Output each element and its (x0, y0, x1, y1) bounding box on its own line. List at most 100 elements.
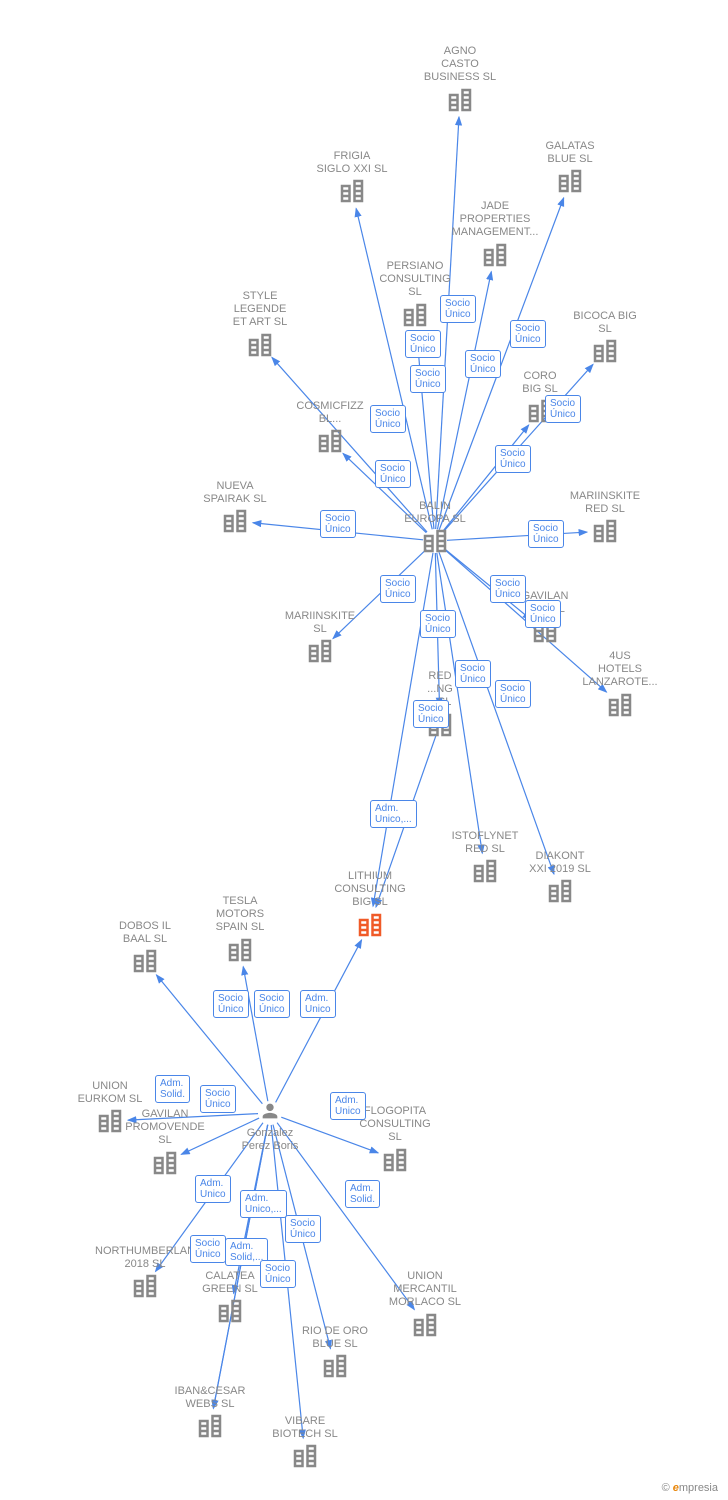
node-label: BICOCA BIG SL (555, 310, 655, 336)
edge-label: Socio Único (200, 1085, 236, 1113)
node-ibancesar[interactable]: IBAN&CESAR WEBS SL (160, 1385, 260, 1446)
edge-label: Adm. Solid. (155, 1075, 190, 1103)
node-label: MARIINSKITE SL (270, 610, 370, 636)
edge-label: Socio Único (495, 445, 531, 473)
node-riodeoro[interactable]: RIO DE ORO BLUE SL (285, 1325, 385, 1386)
edge-label: Socio Único (285, 1215, 321, 1243)
building-icon (337, 176, 367, 206)
edge-label: Socio Único (528, 520, 564, 548)
edge-label: Socio Único (510, 320, 546, 348)
node-label: 4US HOTELS LANZAROTE... (570, 650, 670, 690)
node-label: Gonzalez Perez Boris (220, 1127, 320, 1153)
edge-label: Socio Único (420, 610, 456, 638)
node-gavilanprom[interactable]: GAVILAN PROMOVENDE SL (115, 1108, 215, 1183)
edge (243, 967, 268, 1101)
node-label: UNION EURKOM SL (60, 1080, 160, 1106)
node-label: NORTHUMBERLAND 2018 SL (95, 1245, 195, 1271)
building-icon (320, 1351, 350, 1381)
edge-label: Socio Único (190, 1235, 226, 1263)
node-label: CORO BIG SL (490, 370, 590, 396)
building-icon (150, 1148, 180, 1178)
building-icon (545, 876, 575, 906)
edge-label: Socio Único (465, 350, 501, 378)
node-label: STYLE LEGENDE ET ART SL (210, 290, 310, 330)
edge-label: Adm. Unico,... (370, 800, 417, 828)
node-label: COSMICFIZZ BL... (280, 400, 380, 426)
node-label: GALATAS BLUE SL (520, 140, 620, 166)
node-lithium[interactable]: LITHIUM CONSULTING BIG SL (320, 870, 420, 945)
node-label: GAVILAN PROMOVENDE SL (115, 1108, 215, 1148)
building-icon (555, 166, 585, 196)
node-balin[interactable]: BALIN EUROPA SL (385, 500, 485, 561)
node-label: TESLA MOTORS SPAIN SL (190, 895, 290, 935)
brand-rest: mpresia (679, 1482, 718, 1494)
edge-label: Socio Único (320, 510, 356, 538)
edge-label: Socio Único (455, 660, 491, 688)
copyright-symbol: © (662, 1482, 670, 1494)
building-icon (215, 1296, 245, 1326)
node-diakont[interactable]: DIAKONT XXI 2019 SL (510, 850, 610, 911)
edge-label: Socio Único (375, 460, 411, 488)
node-agno[interactable]: AGNO CASTO BUSINESS SL (410, 45, 510, 120)
edge-label: Socio Único (260, 1260, 296, 1288)
edge-label: Socio Único (490, 575, 526, 603)
node-label: JADE PROPERTIES MANAGEMENT... (445, 200, 545, 240)
building-icon (480, 240, 510, 270)
building-icon (290, 1441, 320, 1471)
building-icon (225, 935, 255, 965)
person-icon (259, 1100, 281, 1126)
node-label: MARIINSKITE RED SL (555, 490, 655, 516)
node-label: PERSIANO CONSULTING SL (365, 260, 465, 300)
edge-label: Adm. Unico (330, 1092, 366, 1120)
node-mariinskite[interactable]: MARIINSKITE SL (270, 610, 370, 671)
edge-label: Socio Único (525, 600, 561, 628)
building-icon (130, 1271, 160, 1301)
edge-label: Socio Único (413, 700, 449, 728)
node-style[interactable]: STYLE LEGENDE ET ART SL (210, 290, 310, 365)
edge-label: Socio Único (545, 395, 581, 423)
building-icon (380, 1145, 410, 1175)
edge-label: Adm. Unico (195, 1175, 231, 1203)
building-icon (420, 526, 450, 556)
node-unionmorlaco[interactable]: UNION MERCANTIL MORLACO SL (375, 1270, 475, 1345)
node-vibare[interactable]: VIBARE BIOTECH SL (255, 1415, 355, 1476)
building-icon (400, 300, 430, 330)
edge-label: Socio Único (405, 330, 441, 358)
node-galatas[interactable]: GALATAS BLUE SL (520, 140, 620, 201)
node-label: VIBARE BIOTECH SL (255, 1415, 355, 1441)
building-icon (220, 506, 250, 536)
building-icon (590, 336, 620, 366)
node-label: RIO DE ORO BLUE SL (285, 1325, 385, 1351)
building-icon (245, 330, 275, 360)
node-label: IBAN&CESAR WEBS SL (160, 1385, 260, 1411)
building-icon (315, 426, 345, 456)
building-icon (195, 1411, 225, 1441)
node-label: DOBOS IL BAAL SL (95, 920, 195, 946)
edge-label: Adm. Unico (300, 990, 336, 1018)
building-icon (355, 910, 385, 940)
node-tesla[interactable]: TESLA MOTORS SPAIN SL (190, 895, 290, 970)
edge-label: Adm. Solid. (345, 1180, 380, 1208)
building-icon (605, 690, 635, 720)
node-label: DIAKONT XXI 2019 SL (510, 850, 610, 876)
building-icon (445, 85, 475, 115)
node-mariinskitered[interactable]: MARIINSKITE RED SL (555, 490, 655, 551)
edge-label: Socio Único (495, 680, 531, 708)
building-icon (470, 856, 500, 886)
edge-label: Socio Único (254, 990, 290, 1018)
node-label: NUEVA SPAIRAK SL (185, 480, 285, 506)
edge-label: Socio Único (213, 990, 249, 1018)
node-dobos[interactable]: DOBOS IL BAAL SL (95, 920, 195, 981)
node-label: UNION MERCANTIL MORLACO SL (375, 1270, 475, 1310)
node-label: FRIGIA SIGLO XXI SL (302, 150, 402, 176)
node-frigia[interactable]: FRIGIA SIGLO XXI SL (302, 150, 402, 211)
node-bicoca[interactable]: BICOCA BIG SL (555, 310, 655, 371)
edge-label: Adm. Unico,... (240, 1190, 287, 1218)
building-icon (590, 516, 620, 546)
node-cosmicfizz[interactable]: COSMICFIZZ BL... (280, 400, 380, 461)
building-icon (305, 636, 335, 666)
edge-label: Socio Único (410, 365, 446, 393)
node-nueva[interactable]: NUEVA SPAIRAK SL (185, 480, 285, 541)
node-4us[interactable]: 4US HOTELS LANZAROTE... (570, 650, 670, 725)
building-icon (130, 946, 160, 976)
